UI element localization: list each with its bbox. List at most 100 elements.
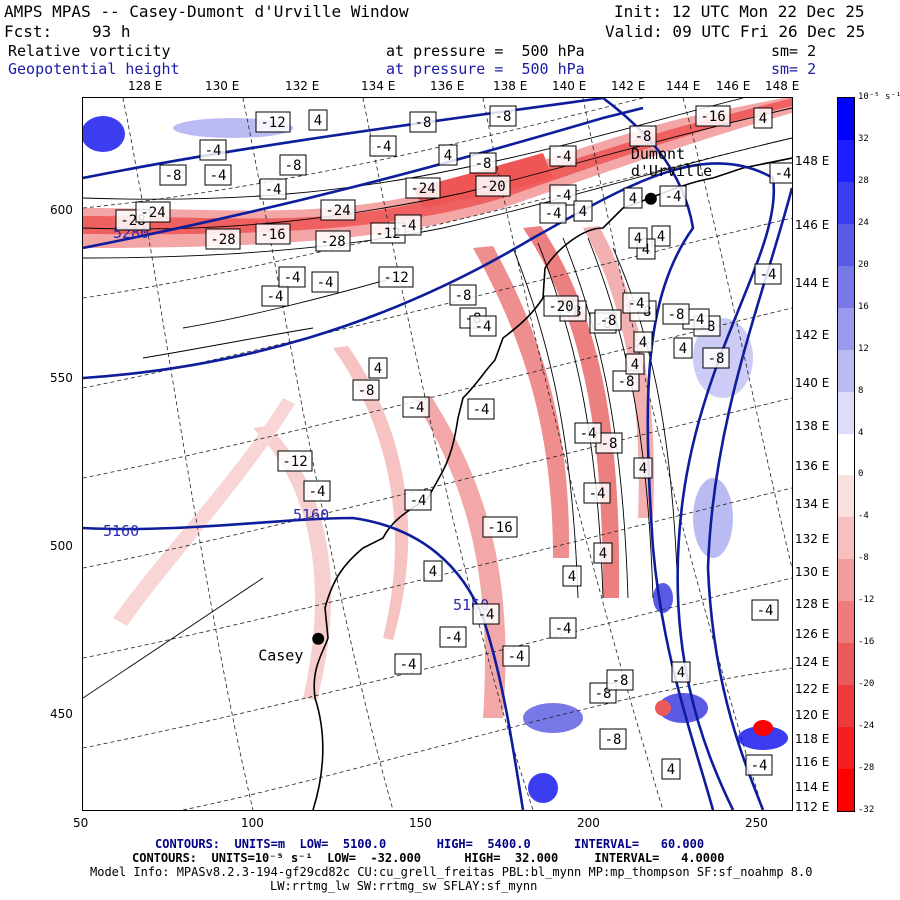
vorticity-label: -4 <box>622 292 650 314</box>
vorticity-label-text: -4 <box>408 400 425 416</box>
vorticity-label: -8 <box>595 432 623 454</box>
vorticity-label-box <box>539 202 567 224</box>
vorticity-label-text: -4 <box>445 630 462 646</box>
station-marker <box>312 632 325 645</box>
vorticity-label-box <box>754 263 782 285</box>
vort-contour <box>83 107 792 230</box>
vorticity-label-box <box>573 200 593 222</box>
height-contour-info: CONTOURS: UNITS=m LOW= 5100.0 HIGH= 5400… <box>155 837 705 851</box>
vorticity-label-text: -16 <box>260 227 285 243</box>
vorticity-label-box <box>549 617 577 639</box>
vorticity-label: -16 <box>482 516 518 538</box>
vorticity-label: -20 <box>543 295 579 317</box>
vorticity-label-box <box>438 144 458 166</box>
right-longitude-label: 128 E <box>795 597 830 611</box>
vorticity-label-text: -4 <box>555 149 572 165</box>
top-longitude-label: 148 E <box>765 79 800 93</box>
vorticity-label-text: 4 <box>629 191 637 207</box>
vorticity-label-box <box>625 353 645 375</box>
forecast-hour: 93 h <box>92 22 131 41</box>
vorticity-label-box <box>199 139 227 161</box>
vorticity-label: 4 <box>633 331 653 353</box>
vorticity-label-text: 4 <box>759 111 767 127</box>
vorticity-label: -12 <box>255 111 291 133</box>
vorticity-label-box <box>205 228 241 250</box>
vorticity-label-text: -4 <box>545 206 562 222</box>
vorticity-label-text: -4 <box>628 296 645 312</box>
vorticity-label-text: -4 <box>284 270 301 286</box>
vorticity-label-text: -8 <box>618 374 635 390</box>
colorbar-swatch <box>838 475 854 518</box>
vorticity-label: -4 <box>311 271 339 293</box>
colorbar-swatch <box>838 517 854 560</box>
vorticity-label: -4 <box>204 164 232 186</box>
height-contour-label: 5160 <box>103 522 139 540</box>
colorbar-swatch <box>838 181 854 225</box>
vorticity-label-box <box>259 178 287 200</box>
grid-line <box>582 98 764 810</box>
right-longitude-label: 138 E <box>795 419 830 433</box>
vort-contour <box>182 277 394 329</box>
field2-smoothing: sm= 2 <box>771 60 817 78</box>
vorticity-label-text: -24 <box>410 181 435 197</box>
vorticity-label: -8 <box>469 152 497 174</box>
right-longitude-label: 140 E <box>795 376 830 390</box>
vorticity-label-box <box>394 653 422 675</box>
vorticity-label: 4 <box>673 337 693 359</box>
vort-streak <box>413 396 506 718</box>
x-tick-label: 150 <box>409 816 432 830</box>
vorticity-label-box <box>628 227 648 249</box>
vorticity-label-text: -8 <box>475 156 492 172</box>
vorticity-label: 4 <box>623 187 643 209</box>
vorticity-label-box <box>135 201 171 223</box>
vorticity-label-box <box>439 626 467 648</box>
right-longitude-label: 142 E <box>795 328 830 342</box>
colorbar-label: -12 <box>858 595 875 606</box>
vorticity-label-text: -8 <box>495 109 512 125</box>
vorticity-label-text: -4 <box>688 312 705 328</box>
vorticity-label-text: -8 <box>455 288 472 304</box>
vorticity-label-text: -28 <box>210 232 235 248</box>
vorticity-label-box <box>543 295 579 317</box>
vorticity-label-text: 4 <box>631 357 639 373</box>
vorticity-label: -4 <box>549 617 577 639</box>
vorticity-label-box <box>489 105 517 127</box>
vorticity-label: -8 <box>702 347 730 369</box>
grid-line <box>83 577 792 749</box>
vorticity-label: -4 <box>303 480 331 502</box>
vorticity-label: -4 <box>574 422 602 444</box>
field1-smoothing: sm= 2 <box>771 42 817 60</box>
vorticity-label-text: -4 <box>775 166 792 182</box>
right-longitude-label: 136 E <box>795 459 830 473</box>
colorbar-swatch <box>838 307 854 351</box>
colorbar-label: -8 <box>858 553 869 564</box>
vorticity-label-box <box>606 669 634 691</box>
vorticity-label: -4 <box>469 315 497 337</box>
colorbar-label: 16 <box>858 301 869 312</box>
vorticity-label-box <box>394 214 422 236</box>
vorticity-label-text: -12 <box>260 115 285 131</box>
top-longitude-label: 134 E <box>361 79 396 93</box>
vorticity-label-box <box>599 728 627 750</box>
height-contour-label: 5160 <box>293 506 329 524</box>
vorticity-label: 4 <box>633 457 653 479</box>
colorbar-swatch <box>838 349 854 393</box>
vorticity-label: -4 <box>583 482 611 504</box>
colorbar-swatch <box>838 391 854 435</box>
vorticity-label-text: -4 <box>478 607 495 623</box>
vorticity-label-text: -12 <box>383 270 408 286</box>
field2-name: Geopotential height <box>8 60 180 78</box>
vorticity-label-text: -8 <box>635 129 652 145</box>
right-longitude-label: 132 E <box>795 532 830 546</box>
vorticity-label: -8 <box>629 125 657 147</box>
vorticity-label: 4 <box>368 357 388 379</box>
vorticity-label-box <box>279 154 307 176</box>
vorticity-label-text: -12 <box>375 226 400 242</box>
right-longitude-label: 126 E <box>795 627 830 641</box>
vorticity-label: -8 <box>606 669 634 691</box>
colorbar-swatch <box>838 727 854 770</box>
vort-streak <box>113 398 295 626</box>
station-marker <box>644 192 657 205</box>
right-longitude-label: 124 E <box>795 655 830 669</box>
vorticity-label-box <box>659 185 687 207</box>
